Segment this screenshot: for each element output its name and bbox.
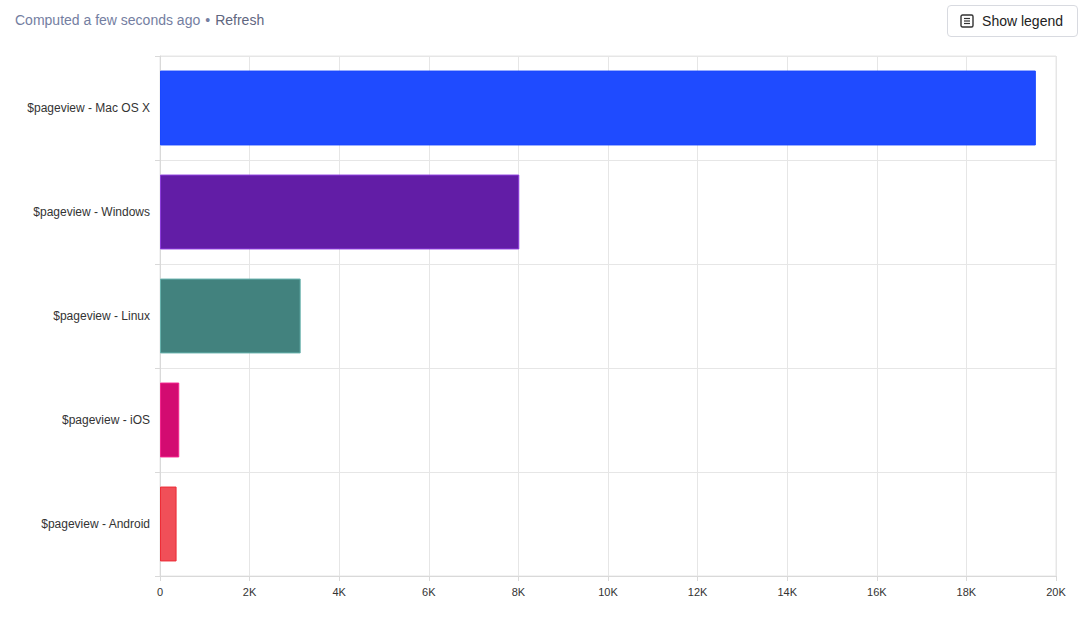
- svg-text:$pageview - iOS: $pageview - iOS: [62, 413, 150, 427]
- svg-text:12K: 12K: [688, 586, 708, 598]
- svg-text:$pageview - Linux: $pageview - Linux: [53, 309, 150, 323]
- svg-text:$pageview - Windows: $pageview - Windows: [33, 205, 150, 219]
- svg-text:16K: 16K: [867, 586, 887, 598]
- svg-text:18K: 18K: [957, 586, 977, 598]
- svg-text:2K: 2K: [243, 586, 257, 598]
- svg-text:14K: 14K: [777, 586, 797, 598]
- html-text:Show legend: Show legend: [982, 13, 1063, 29]
- svg-text:10K: 10K: [598, 586, 618, 598]
- svg-text:$pageview - Mac OS X: $pageview - Mac OS X: [27, 101, 150, 115]
- svg-text:20K: 20K: [1046, 586, 1066, 598]
- svg-text:0: 0: [157, 586, 163, 598]
- svg-text:6K: 6K: [422, 586, 436, 598]
- svg-text:8K: 8K: [512, 586, 526, 598]
- svg-text:$pageview - Android: $pageview - Android: [41, 517, 150, 531]
- html-text:Computed a few seconds ago • R: Computed a few seconds ago • Refresh: [15, 12, 265, 28]
- svg-text:4K: 4K: [332, 586, 346, 598]
